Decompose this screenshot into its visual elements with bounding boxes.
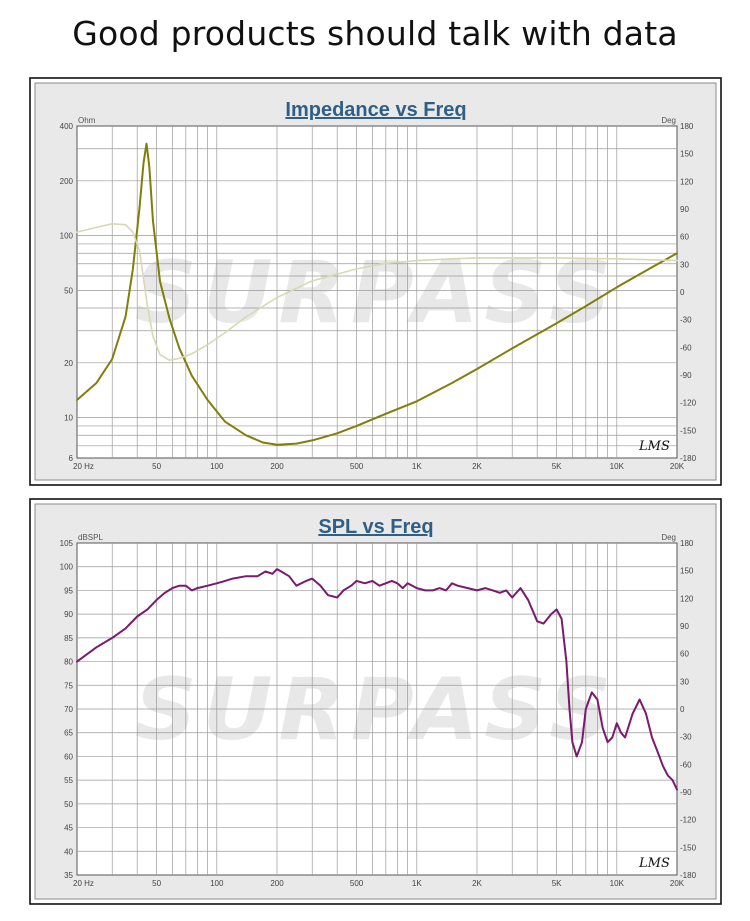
y-tick-label: 90 — [64, 610, 73, 619]
x-tick-label: 20K — [670, 879, 685, 888]
y-tick-label: 80 — [64, 658, 73, 667]
y2-tick-label: 30 — [680, 260, 689, 269]
y2-tick-label: -90 — [680, 788, 692, 797]
y2-tick-label: 150 — [680, 567, 694, 576]
y-tick-label: 105 — [60, 539, 74, 548]
lms-logo: LMS — [638, 856, 670, 871]
y2-tick-label: -180 — [680, 871, 697, 880]
y2-tick-label: 90 — [680, 622, 689, 631]
x-tick-label: 1K — [412, 462, 422, 471]
y-tick-label: 40 — [64, 847, 73, 856]
y2-tick-label: -30 — [680, 316, 692, 325]
spl-series-line — [76, 568, 678, 791]
impedance-series-line — [76, 142, 678, 446]
phase-series-line — [76, 223, 678, 361]
y-tick-label: 65 — [64, 729, 73, 738]
y2-tick-label: 0 — [680, 705, 685, 714]
watermark: SURPASS — [135, 660, 618, 760]
x-tick-label: 10K — [610, 879, 625, 888]
x-tick-label: 50 — [152, 879, 161, 888]
y2-unit-label: Deg — [661, 533, 676, 542]
x-tick-label: 200 — [270, 462, 284, 471]
spl-chart: SPL vs Freq dBSPL Deg SURPASS 20 Hz 50 100 200 5… — [29, 498, 722, 905]
y2-tick-label: -30 — [680, 733, 692, 742]
y-tick-label: 50 — [64, 286, 73, 295]
y2-tick-label: -60 — [680, 343, 692, 352]
y-tick-label: 6 — [69, 454, 74, 463]
x-tick-label: 2K — [472, 462, 482, 471]
y2-tick-label: -180 — [680, 454, 697, 463]
chart-title: SPL vs Freq — [318, 516, 433, 538]
y-tick-label: 60 — [64, 752, 73, 761]
y2-unit-label: Deg — [661, 116, 676, 125]
x-tick-label: 20K — [670, 462, 685, 471]
y-tick-label: 10 — [64, 414, 73, 423]
x-tick-label: 2K — [472, 879, 482, 888]
x-tick-label: 200 — [270, 879, 284, 888]
y2-tick-label: 30 — [680, 677, 689, 686]
x-tick-label: 10K — [610, 462, 625, 471]
x-tick-label: 20 Hz — [73, 879, 94, 888]
watermark: SURPASS — [135, 243, 618, 343]
y2-tick-label: 120 — [680, 177, 694, 186]
y-tick-label: 95 — [64, 586, 73, 595]
x-tick-label: 100 — [210, 462, 224, 471]
y-tick-label: 200 — [60, 177, 74, 186]
y-tick-label: 35 — [64, 871, 73, 880]
x-tick-label: 5K — [552, 462, 562, 471]
y-tick-label: 70 — [64, 705, 73, 714]
x-tick-label: 1K — [412, 879, 422, 888]
y-unit-label: Ohm — [78, 116, 96, 125]
y-unit-label: dBSPL — [78, 533, 103, 542]
page-headline: Good products should talk with data — [72, 14, 678, 53]
lms-logo: LMS — [638, 439, 670, 454]
y-tick-label: 100 — [60, 232, 74, 241]
y-tick-label: 400 — [60, 122, 74, 131]
y2-tick-label: -150 — [680, 426, 697, 435]
y2-tick-label: 150 — [680, 150, 694, 159]
y2-tick-label: 180 — [680, 122, 694, 131]
x-tick-label: 20 Hz — [73, 462, 94, 471]
y-tick-label: 55 — [64, 776, 73, 785]
chart-title: Impedance vs Freq — [285, 99, 466, 121]
x-tick-label: 500 — [350, 879, 364, 888]
y2-tick-label: 60 — [680, 650, 689, 659]
y2-tick-label: -120 — [680, 399, 697, 408]
y2-tick-label: -150 — [680, 843, 697, 852]
y2-tick-label: 0 — [680, 288, 685, 297]
y-tick-label: 20 — [64, 359, 73, 368]
vertical-gridlines — [111, 126, 618, 458]
y2-tick-label: 90 — [680, 205, 689, 214]
y2-tick-label: -60 — [680, 760, 692, 769]
y2-tick-label: 180 — [680, 539, 694, 548]
y2-tick-label: 120 — [680, 594, 694, 603]
horizontal-gridlines — [77, 148, 677, 447]
x-tick-label: 100 — [210, 879, 224, 888]
y-tick-label: 45 — [64, 824, 73, 833]
y2-tick-label: -120 — [680, 816, 697, 825]
y2-tick-label: -90 — [680, 371, 692, 380]
y-tick-label: 100 — [60, 563, 74, 572]
x-tick-label: 5K — [552, 879, 562, 888]
x-tick-label: 50 — [152, 462, 161, 471]
y2-tick-label: 60 — [680, 233, 689, 242]
y-tick-label: 75 — [64, 681, 73, 690]
y-tick-label: 85 — [64, 634, 73, 643]
plot-area — [76, 125, 678, 459]
y-tick-label: 50 — [64, 800, 73, 809]
x-tick-label: 500 — [350, 462, 364, 471]
